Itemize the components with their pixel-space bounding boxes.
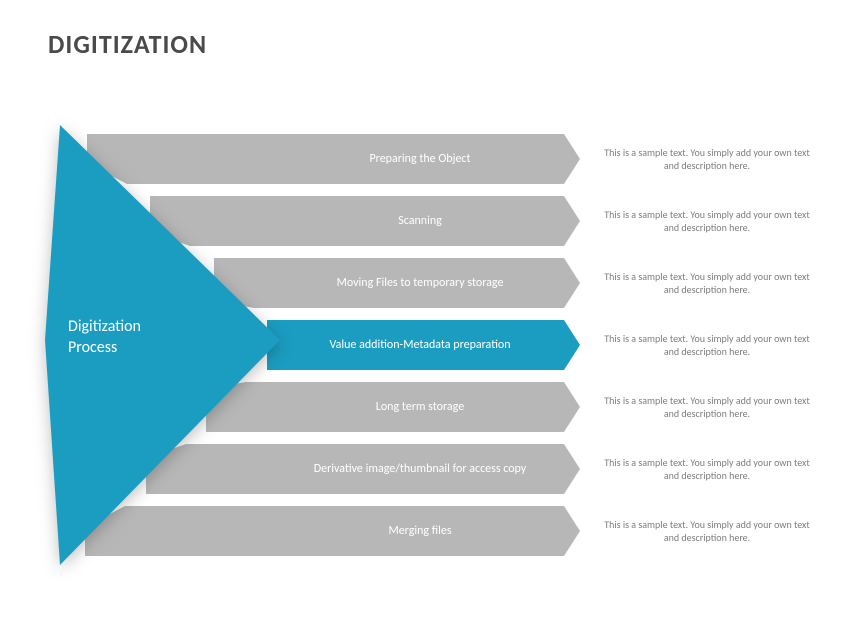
step-label-6: Merging files (280, 506, 560, 556)
step-label-4: Long term storage (280, 382, 560, 432)
step-desc-0: This is a sample text. You simply add yo… (592, 134, 822, 184)
page-title: DIGITIZATION (48, 28, 207, 60)
step-desc-5: This is a sample text. You simply add yo… (592, 444, 822, 494)
step-desc-1: This is a sample text. You simply add yo… (592, 196, 822, 246)
step-desc-4: This is a sample text. You simply add yo… (592, 382, 822, 432)
step-label-5: Derivative image/thumbnail for access co… (280, 444, 560, 494)
step-label-3: Value addition-Metadata preparation (280, 320, 560, 370)
step-label-2: Moving Files to temporary storage (280, 258, 560, 308)
step-label-0: Preparing the Object (280, 134, 560, 184)
step-desc-2: This is a sample text. You simply add yo… (592, 258, 822, 308)
step-label-1: Scanning (280, 196, 560, 246)
step-desc-6: This is a sample text. You simply add yo… (592, 506, 822, 556)
step-desc-3: This is a sample text. You simply add yo… (592, 320, 822, 370)
process-triangle-label: Digitization Process (68, 317, 178, 359)
digitization-diagram: Digitization Process Preparing the Objec… (30, 125, 830, 565)
